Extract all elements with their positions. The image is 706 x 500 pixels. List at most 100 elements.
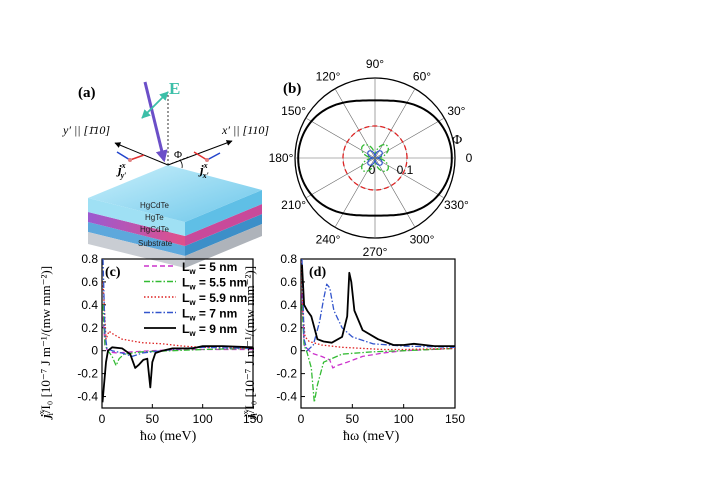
polar-spoke xyxy=(305,117,376,159)
x-tick-label-d: 150 xyxy=(445,412,465,426)
x-tick-label-c: 0 xyxy=(99,412,106,426)
projection-dashed-line xyxy=(167,156,189,166)
series-line-c-1 xyxy=(102,304,253,367)
x-tick-label-d: 0 xyxy=(298,412,305,426)
y-tick-label-d: 0.8 xyxy=(280,252,297,266)
incident-light-arrow xyxy=(143,81,168,163)
y-tick-label-c: 0.4 xyxy=(81,298,98,312)
jy-arrow-red xyxy=(129,154,145,161)
x-tick-label-c: 100 xyxy=(193,412,213,426)
polar-angle-label: 300° xyxy=(410,232,435,246)
panel-a-label: (a) xyxy=(78,85,96,101)
y-tick-label-d: 0.2 xyxy=(280,321,297,335)
panel-b-polar: (b) Φ 0 30° 60° 90° 120° 150° 180° 210° 240° 270°… xyxy=(269,57,473,259)
layer-hgte-side xyxy=(185,204,262,246)
x-prime-axis-arrow xyxy=(167,140,233,166)
e-field-label: E xyxy=(169,79,180,98)
polar-curve-0 xyxy=(297,99,453,217)
e-field-arrow xyxy=(141,91,169,119)
polar-curve-1 xyxy=(342,125,408,191)
layer-hgcdte-lower xyxy=(88,222,185,256)
series-line-d-2 xyxy=(301,261,455,351)
polar-curve-3 xyxy=(367,150,383,166)
layer-label-2: HgCdTe xyxy=(140,225,169,234)
layer-label-0: HgCdTe xyxy=(140,201,169,210)
polar-spoke xyxy=(374,157,416,228)
jy-arrow-blue xyxy=(116,151,131,161)
series-line-d-4 xyxy=(301,264,455,348)
polar-spoke xyxy=(305,157,376,199)
y-tick-label-c: -0.2 xyxy=(77,367,98,381)
legend-label: Lw = 5.9 nm xyxy=(182,291,247,307)
panel-a: (a) HgCdTe HgTe HgCdTe Substrate Φ E y′ … xyxy=(62,79,269,268)
polar-angle-label: 120° xyxy=(316,70,341,84)
jx-dot xyxy=(205,158,209,162)
y-tick-label-d: 0 xyxy=(290,344,297,358)
y-tick-label-c: 0.6 xyxy=(81,275,98,289)
jx-label: jx x′ xyxy=(198,161,209,180)
polar-spoke xyxy=(374,157,445,199)
polar-phi-label: Φ xyxy=(452,133,462,148)
series-line-c-2 xyxy=(102,281,253,350)
polar-angle-label: 60° xyxy=(413,70,431,84)
polar-angle-label: 90° xyxy=(366,57,384,71)
y-tick-label-d: -0.4 xyxy=(276,390,297,404)
legend-label: Lw = 9 nm xyxy=(182,322,237,338)
polar-angle-label: 270° xyxy=(363,245,388,259)
legend-label: Lw = 5 nm xyxy=(182,260,237,276)
legend-label: Lw = 7 nm xyxy=(182,307,237,323)
phi-arc xyxy=(179,159,183,169)
x-tick-label-d: 100 xyxy=(394,412,414,426)
series-line-d-1 xyxy=(301,304,455,403)
jx-arrow-blue xyxy=(206,152,221,161)
polar-angle-label: 30° xyxy=(447,104,465,118)
y-tick-label-c: -0.4 xyxy=(77,390,98,404)
polar-angle-label: 210° xyxy=(281,198,306,212)
polar-angle-label: 180° xyxy=(269,151,294,165)
legend-label: Lw = 5.5 nm xyxy=(182,276,247,292)
series-line-d-3 xyxy=(301,259,455,352)
plot-frame-c xyxy=(101,258,254,409)
polar-spoke xyxy=(334,88,376,159)
polar-angle-label: 240° xyxy=(316,232,341,246)
slab-top-face xyxy=(88,165,262,222)
x-tick-label-c: 50 xyxy=(146,412,160,426)
panel-c-plot: (c) 0.80.60.40.20-0.2-0.40 50 100 150 xyxy=(77,252,263,426)
y-tick-label-d: 0.4 xyxy=(280,298,297,312)
polar-spoke xyxy=(374,88,416,159)
jy-dot xyxy=(128,158,132,162)
series-line-d-0 xyxy=(301,293,455,369)
layer-substrate-side xyxy=(185,224,262,268)
polar-spoke xyxy=(374,117,445,159)
layer-hgcdte-upper-side xyxy=(185,190,262,236)
x-prime-axis-label: x′ || [110] xyxy=(221,123,269,137)
jx-current-arrows xyxy=(193,151,221,162)
y-axis-title-d: jxi/I₀ [10⁻⁷ J m⁻¹/(mw mm⁻²)] xyxy=(241,266,259,420)
panel-c-label: (c) xyxy=(105,265,121,280)
panel-d-plot: (d) 0.80.60.40.20-0.2-0.40 50 100 150 xyxy=(276,252,465,426)
plot-frame-d xyxy=(300,258,456,409)
panel-d-label: (d) xyxy=(309,265,326,280)
polar-angle-label: 150° xyxy=(281,104,306,118)
y-prime-axis-label: y′ || [1̄10] xyxy=(62,123,110,137)
jy-current-arrows xyxy=(116,151,145,162)
x-axis-title-d: ħω (meV) xyxy=(343,429,400,444)
y-axis-title-c: jxi/I₀ [10⁻⁷ J m⁻¹/(mw mm⁻²)] xyxy=(37,266,55,420)
x-tick-label-d: 50 xyxy=(346,412,360,426)
layer-label-1: HgTe xyxy=(145,213,164,222)
y-tick-label-c: 0 xyxy=(91,344,98,358)
polar-curve-2 xyxy=(361,144,389,172)
jy-label: jx y′ xyxy=(116,161,126,180)
y-tick-label-c: 0.8 xyxy=(81,252,98,266)
jx-arrow-red xyxy=(193,151,208,161)
layer-hgcdte-upper xyxy=(88,198,185,236)
polar-radial-label: 0 xyxy=(369,163,376,177)
panel-b-label: (b) xyxy=(283,81,301,97)
y-tick-label-c: 0.2 xyxy=(81,321,98,335)
x-axis-title-c: ħω (meV) xyxy=(140,429,197,444)
polar-angle-label: 0 xyxy=(466,151,473,165)
phi-label-a: Φ xyxy=(174,149,182,161)
x-tick-label-c: 150 xyxy=(243,412,263,426)
